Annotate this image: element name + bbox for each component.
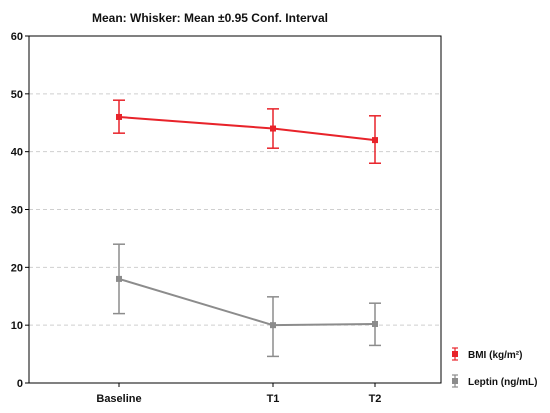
x-tick-label: T1 [267, 393, 280, 405]
y-tick-label: 0 [17, 378, 23, 390]
series-layer [113, 99, 381, 358]
data-point [270, 322, 276, 329]
legend-marker [452, 378, 458, 384]
data-point [372, 137, 378, 144]
legend: BMI (kg/m²) Leptin (ng/mL) [452, 347, 537, 388]
gridlines [29, 93, 441, 326]
y-axis: 0 10 20 30 40 50 60 [11, 31, 29, 390]
series-line [118, 277, 376, 327]
data-point [372, 321, 378, 328]
y-tick-label: 40 [11, 147, 23, 159]
legend-item-1: Leptin (ng/mL) [452, 374, 537, 388]
data-point [116, 113, 122, 120]
legend-marker [452, 351, 458, 357]
chart-title: Mean: Whisker: Mean ±0.95 Conf. Interval [92, 11, 328, 25]
legend-item-0: BMI (kg/m²) [452, 347, 522, 361]
legend-label: BMI (kg/m²) [468, 350, 522, 361]
x-tick-label: T2 [369, 393, 382, 405]
y-tick-label: 30 [11, 205, 23, 217]
legend-label: Leptin (ng/mL) [468, 377, 537, 388]
series-0 [113, 99, 381, 164]
series-1 [113, 243, 381, 358]
y-tick-label: 50 [11, 89, 23, 101]
y-tick-label: 20 [11, 262, 23, 274]
y-tick-label: 60 [11, 31, 23, 43]
series-line [118, 115, 376, 142]
data-point [116, 275, 122, 282]
data-point [270, 125, 276, 132]
x-tick-label: Baseline [96, 393, 141, 405]
y-tick-label: 10 [11, 320, 23, 332]
x-axis: Baseline T1 T2 [96, 383, 381, 405]
